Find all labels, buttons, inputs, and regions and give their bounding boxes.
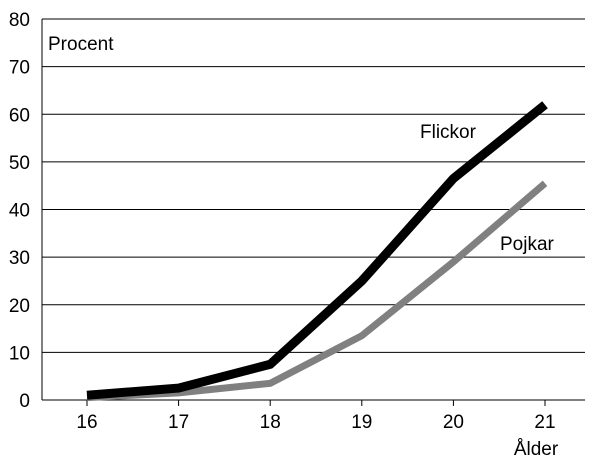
y-tick-label: 40 xyxy=(9,201,30,222)
series-line-pojkar xyxy=(86,180,548,402)
y-tick-label: 30 xyxy=(9,248,30,269)
series-label-flickor: Flickor xyxy=(420,122,477,143)
x-tick-label: 16 xyxy=(76,412,97,433)
y-tick-label: 20 xyxy=(9,296,30,317)
x-axis: 16 17 18 19 20 21 xyxy=(76,400,556,433)
y-axis-label: Procent xyxy=(48,34,114,55)
y-tick-label: 10 xyxy=(9,343,30,364)
y-tick-label: 60 xyxy=(9,105,30,126)
y-tick-label: 70 xyxy=(9,58,30,79)
y-tick-label: 0 xyxy=(19,391,30,412)
x-tick-label: 17 xyxy=(168,412,189,433)
x-axis-label: Ålder xyxy=(514,439,559,459)
y-tick-label: 80 xyxy=(9,10,30,31)
y-axis: 0 10 20 30 40 50 60 70 80 xyxy=(9,10,30,412)
x-tick-label: 19 xyxy=(351,412,372,433)
series-lines xyxy=(86,101,548,402)
y-tick-label: 50 xyxy=(9,153,30,174)
x-tick-label: 20 xyxy=(443,412,464,433)
x-tick-label: 21 xyxy=(534,412,555,433)
x-tick-label: 18 xyxy=(260,412,281,433)
series-label-pojkar: Pojkar xyxy=(500,234,555,255)
gridlines xyxy=(41,18,585,401)
series-line-flickor xyxy=(86,101,548,400)
